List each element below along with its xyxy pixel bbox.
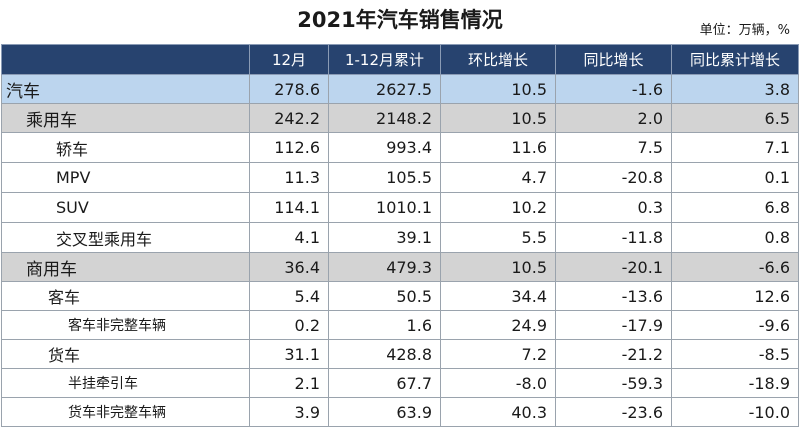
cell-yoy-growth: -23.6 — [555, 397, 672, 427]
cell-yoy-growth: -59.3 — [555, 368, 672, 398]
cell-yoy-growth: -20.8 — [555, 162, 672, 193]
table-row: 轿车 112.6 993.4 11.6 7.5 7.1 — [1, 132, 799, 163]
cell-yoy-growth: -13.6 — [555, 281, 672, 311]
cell-cumulative: 63.9 — [328, 397, 441, 427]
cell-mom-growth: 10.5 — [440, 74, 556, 104]
row-label: MPV — [1, 162, 250, 193]
cell-mom-growth: 4.7 — [440, 162, 556, 193]
column-header-mom-growth: 环比增长 — [440, 44, 556, 75]
cell-cumulative: 50.5 — [328, 281, 441, 311]
table-row: 客车 5.4 50.5 34.4 -13.6 12.6 — [1, 281, 799, 311]
row-label: 客车 — [1, 281, 250, 311]
cell-mom-growth: -8.0 — [440, 368, 556, 398]
cell-mom-growth: 10.5 — [440, 252, 556, 282]
cell-december: 0.2 — [249, 310, 329, 340]
page-title: 2021年汽车销售情况 — [297, 8, 503, 32]
row-label: 客车非完整车辆 — [1, 310, 250, 340]
cell-yoy-cumulative-growth: 0.8 — [671, 222, 799, 253]
table-row: 半挂牵引车 2.1 67.7 -8.0 -59.3 -18.9 — [1, 368, 799, 398]
cell-yoy-cumulative-growth: -8.5 — [671, 339, 799, 369]
cell-cumulative: 1.6 — [328, 310, 441, 340]
cell-yoy-cumulative-growth: 3.8 — [671, 74, 799, 104]
cell-yoy-cumulative-growth: 7.1 — [671, 132, 799, 163]
column-header-cumulative: 1-12月累计 — [328, 44, 441, 75]
column-header-december: 12月 — [249, 44, 329, 75]
cell-december: 2.1 — [249, 368, 329, 398]
cell-yoy-growth: 0.3 — [555, 192, 672, 223]
column-header-yoy-growth: 同比增长 — [555, 44, 672, 75]
cell-yoy-growth: -21.2 — [555, 339, 672, 369]
cell-yoy-growth: -20.1 — [555, 252, 672, 282]
row-label: 货车 — [1, 339, 250, 369]
cell-yoy-cumulative-growth: 6.5 — [671, 103, 799, 133]
cell-yoy-cumulative-growth: 0.1 — [671, 162, 799, 193]
cell-december: 278.6 — [249, 74, 329, 104]
row-label: 半挂牵引车 — [1, 368, 250, 398]
cell-cumulative: 1010.1 — [328, 192, 441, 223]
cell-yoy-growth: -1.6 — [555, 74, 672, 104]
unit-note: 单位：万辆，% — [699, 23, 790, 38]
cell-yoy-cumulative-growth: -6.6 — [671, 252, 799, 282]
cell-mom-growth: 5.5 — [440, 222, 556, 253]
cell-cumulative: 67.7 — [328, 368, 441, 398]
sales-table: 12月 1-12月累计 环比增长 同比增长 同比累计增长 汽车 278.6 26… — [1, 44, 799, 427]
row-label: 轿车 — [1, 132, 250, 163]
cell-cumulative: 105.5 — [328, 162, 441, 193]
row-label: 商用车 — [1, 252, 250, 282]
row-label: 乘用车 — [1, 103, 250, 133]
cell-december: 5.4 — [249, 281, 329, 311]
table-row: 客车非完整车辆 0.2 1.6 24.9 -17.9 -9.6 — [1, 310, 799, 340]
cell-cumulative: 2148.2 — [328, 103, 441, 133]
cell-mom-growth: 40.3 — [440, 397, 556, 427]
cell-mom-growth: 11.6 — [440, 132, 556, 163]
row-label: 货车非完整车辆 — [1, 397, 250, 427]
table-row: MPV 11.3 105.5 4.7 -20.8 0.1 — [1, 162, 799, 193]
cell-cumulative: 428.8 — [328, 339, 441, 369]
table-row: 交叉型乘用车 4.1 39.1 5.5 -11.8 0.8 — [1, 222, 799, 253]
cell-cumulative: 2627.5 — [328, 74, 441, 104]
column-header-yoy-cumulative-growth: 同比累计增长 — [671, 44, 799, 75]
cell-yoy-growth: 7.5 — [555, 132, 672, 163]
table-row: 汽车 278.6 2627.5 10.5 -1.6 3.8 — [1, 74, 799, 104]
cell-december: 3.9 — [249, 397, 329, 427]
table-header-row: 12月 1-12月累计 环比增长 同比增长 同比累计增长 — [1, 44, 799, 75]
row-label: SUV — [1, 192, 250, 223]
table-row: 货车非完整车辆 3.9 63.9 40.3 -23.6 -10.0 — [1, 397, 799, 427]
table-row: 乘用车 242.2 2148.2 10.5 2.0 6.5 — [1, 103, 799, 133]
row-label: 交叉型乘用车 — [1, 222, 250, 253]
row-label: 汽车 — [1, 74, 250, 104]
cell-december: 36.4 — [249, 252, 329, 282]
cell-cumulative: 479.3 — [328, 252, 441, 282]
cell-cumulative: 39.1 — [328, 222, 441, 253]
cell-mom-growth: 7.2 — [440, 339, 556, 369]
cell-yoy-cumulative-growth: 6.8 — [671, 192, 799, 223]
cell-yoy-growth: 2.0 — [555, 103, 672, 133]
cell-yoy-cumulative-growth: -9.6 — [671, 310, 799, 340]
cell-yoy-cumulative-growth: -10.0 — [671, 397, 799, 427]
cell-december: 112.6 — [249, 132, 329, 163]
cell-december: 4.1 — [249, 222, 329, 253]
table-row: 商用车 36.4 479.3 10.5 -20.1 -6.6 — [1, 252, 799, 282]
cell-mom-growth: 24.9 — [440, 310, 556, 340]
table-row: SUV 114.1 1010.1 10.2 0.3 6.8 — [1, 192, 799, 223]
cell-mom-growth: 10.2 — [440, 192, 556, 223]
cell-december: 114.1 — [249, 192, 329, 223]
cell-december: 242.2 — [249, 103, 329, 133]
cell-december: 31.1 — [249, 339, 329, 369]
cell-mom-growth: 10.5 — [440, 103, 556, 133]
cell-yoy-growth: -11.8 — [555, 222, 672, 253]
cell-cumulative: 993.4 — [328, 132, 441, 163]
cell-mom-growth: 34.4 — [440, 281, 556, 311]
cell-yoy-cumulative-growth: 12.6 — [671, 281, 799, 311]
table-row: 货车 31.1 428.8 7.2 -21.2 -8.5 — [1, 339, 799, 369]
cell-december: 11.3 — [249, 162, 329, 193]
cell-yoy-growth: -17.9 — [555, 310, 672, 340]
cell-yoy-cumulative-growth: -18.9 — [671, 368, 799, 398]
column-header-category — [1, 44, 250, 75]
